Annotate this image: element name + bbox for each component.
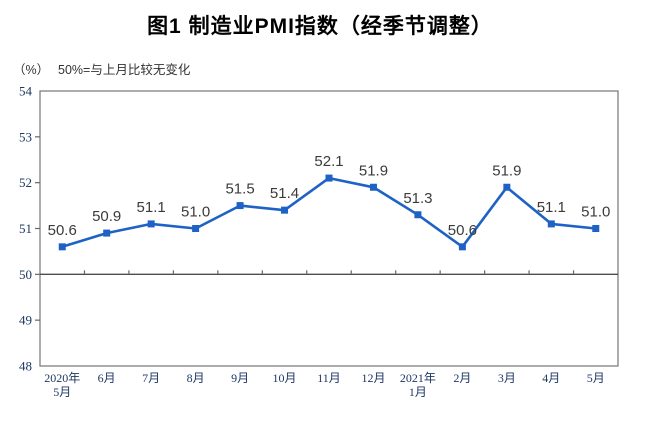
x-axis-label: 1月 <box>409 385 427 399</box>
data-point-label: 51.0 <box>581 204 610 221</box>
data-point-marker <box>547 220 555 228</box>
y-axis-label: 52 <box>19 175 32 190</box>
y-axis-label: 49 <box>19 313 32 328</box>
data-point-marker <box>236 202 244 210</box>
data-point-marker <box>147 220 155 228</box>
x-axis-label: 3月 <box>498 371 516 385</box>
data-point-marker <box>592 225 600 232</box>
data-point-marker <box>325 174 333 182</box>
data-point-label: 51.1 <box>537 199 566 216</box>
data-point-marker <box>58 243 66 251</box>
y-axis-label: 53 <box>19 129 32 144</box>
y-axis-label: 54 <box>19 84 33 99</box>
x-axis-label: 6月 <box>98 371 116 385</box>
data-point-label: 51.4 <box>270 185 299 202</box>
y-axis-label: 50 <box>19 267 32 282</box>
data-point-label: 51.3 <box>403 190 432 207</box>
data-point-marker <box>281 206 289 214</box>
x-axis-label: 2月 <box>453 371 471 385</box>
data-point-marker <box>503 183 511 191</box>
x-axis-label: 8月 <box>187 371 205 385</box>
data-point-label: 51.5 <box>225 181 254 198</box>
x-axis-label: 2021年 <box>400 371 436 385</box>
reference-note-label: 50%=与上月比较无变化 <box>58 63 191 77</box>
data-point-label: 50.6 <box>448 222 477 239</box>
x-axis-label: 5月 <box>587 371 605 385</box>
data-point-marker <box>458 243 466 251</box>
y-axis-label: 48 <box>19 359 32 374</box>
x-axis-label: 5月 <box>53 385 71 399</box>
x-axis-label: 9月 <box>231 371 249 385</box>
x-axis-label: 4月 <box>542 371 560 385</box>
data-point-label: 50.9 <box>92 208 121 225</box>
data-point-label: 52.1 <box>314 153 343 170</box>
data-point-label: 51.0 <box>181 204 210 221</box>
data-point-label: 50.6 <box>48 222 77 239</box>
x-axis-label: 12月 <box>361 371 385 385</box>
data-point-label: 51.9 <box>492 162 521 179</box>
data-point-label: 51.1 <box>137 199 166 216</box>
y-axis-unit-label: （%） <box>13 63 50 77</box>
x-axis-label: 11月 <box>317 371 341 385</box>
data-point-marker <box>192 225 200 232</box>
data-point-marker <box>414 211 422 219</box>
data-point-label: 51.9 <box>359 162 388 179</box>
data-point-marker <box>103 229 111 237</box>
x-axis-label: 2020年 <box>44 371 80 385</box>
data-point-marker <box>369 183 377 191</box>
chart-title: 图1 制造业PMI指数（经季节调整） <box>147 15 493 38</box>
x-axis-label: 10月 <box>273 371 297 385</box>
y-axis-label: 51 <box>19 221 32 236</box>
x-axis-label: 7月 <box>142 371 160 385</box>
